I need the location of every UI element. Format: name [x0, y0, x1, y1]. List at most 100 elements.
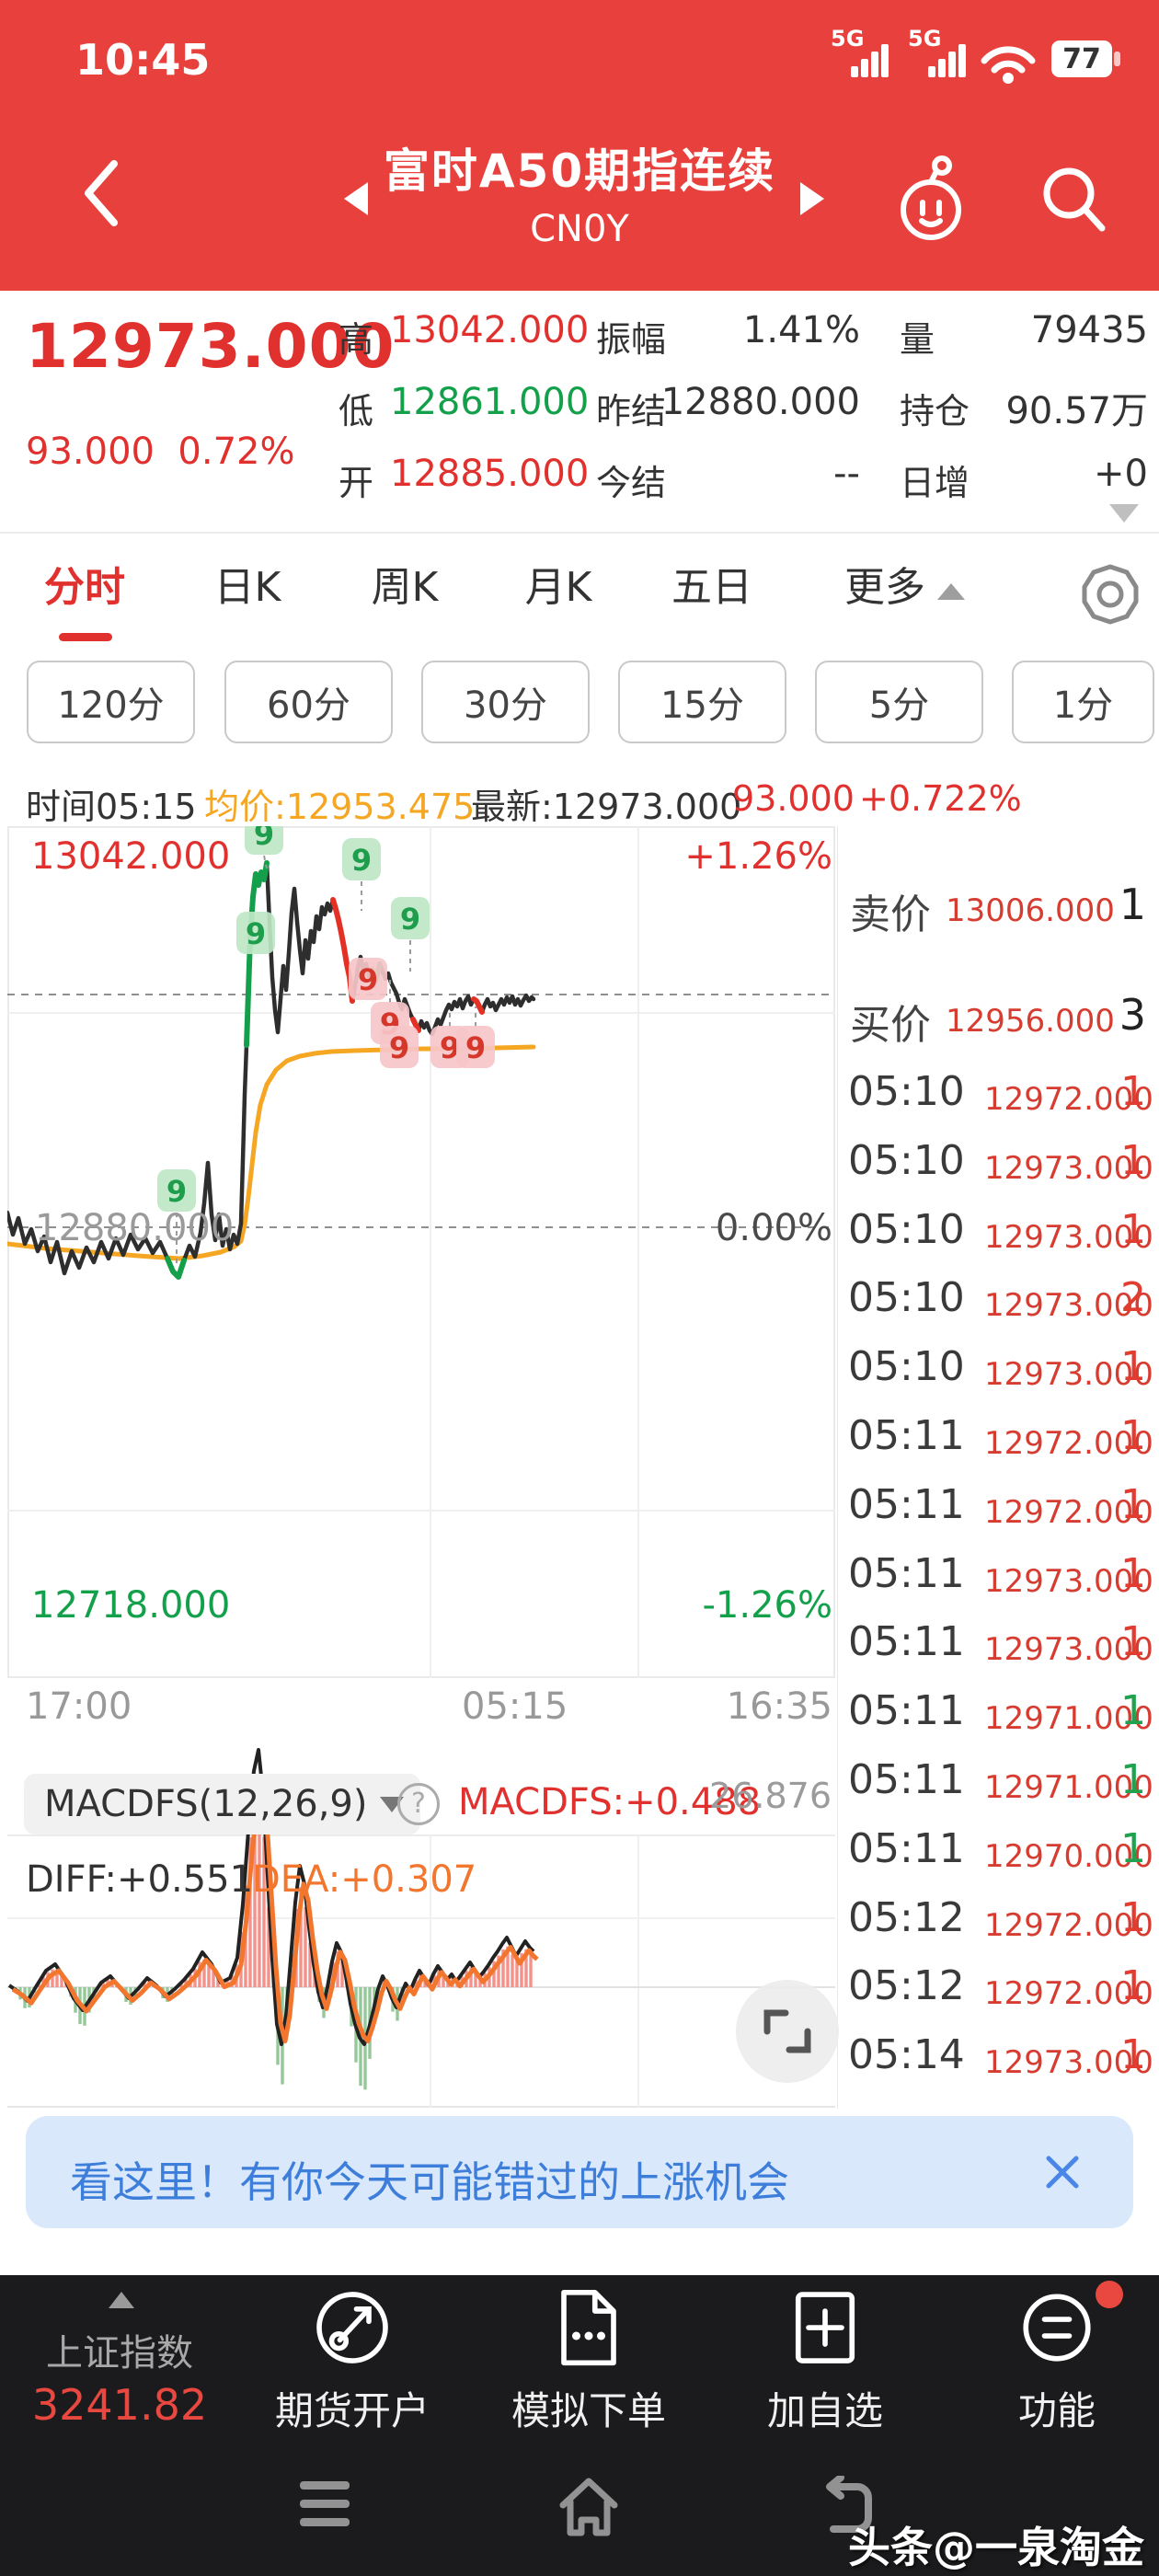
open-value: 12885.000: [390, 453, 590, 495]
chart-high-label: 13042.000: [31, 835, 231, 878]
document-icon: [561, 2289, 616, 2366]
status-icons: 5G 5G 77: [831, 26, 1120, 84]
home-button[interactable]: [552, 2474, 625, 2544]
settle-label: 今结: [596, 463, 667, 503]
chart-mid-pct: 0.00%: [715, 1207, 832, 1249]
daily-inc-label: 日增: [900, 463, 970, 503]
bid-row: 买价 12956.000 3: [837, 983, 1159, 1051]
battery-icon: 77: [1051, 40, 1120, 77]
quote-section: 12973.000 93.000 0.72% 高 13042.000 低 128…: [0, 291, 1159, 534]
prev-settle-value: 12880.000: [660, 381, 860, 423]
low-label: 低: [339, 391, 374, 431]
period-button-1分[interactable]: 1分: [1012, 661, 1154, 743]
ask-label: 卖价: [850, 891, 931, 938]
signal-5g-icon: 5G: [831, 26, 864, 52]
signal2-5g-icon: 5G: [908, 26, 941, 52]
period-button-30分[interactable]: 30分: [421, 661, 590, 743]
order-panel: 卖价 13006.000 1 买价 12956.000 3 05:10 12972…: [837, 826, 1159, 2114]
tab-月K[interactable]: 月K: [524, 564, 592, 611]
back-nav-button[interactable]: [809, 2476, 883, 2542]
period-button-60分[interactable]: 60分: [224, 661, 393, 743]
notification-dot: [1096, 2281, 1123, 2308]
add-box-icon: [795, 2292, 855, 2363]
panel-divider: [837, 826, 838, 2109]
period-button-120分[interactable]: 120分: [27, 661, 195, 743]
svg-text:9: 9: [254, 826, 274, 852]
robot-service-icon[interactable]: [894, 155, 968, 243]
oi-value: 90.57万: [1005, 390, 1148, 432]
fullscreen-corners-icon: [763, 2009, 811, 2053]
index-up-icon: [109, 2292, 134, 2308]
high-label: 高: [339, 319, 374, 360]
svg-text:9: 9: [351, 843, 372, 878]
promo-text: 看这里！有你今天可能错过的上涨机会: [70, 2157, 789, 2207]
tick-row: 05:11 12971.000 1: [848, 1687, 1153, 1738]
index-value: 3241.82: [31, 2380, 208, 2430]
tick-row: 05:10 12973.000 1: [848, 1343, 1153, 1394]
tick-row: 05:12 12972.000 1: [848, 1893, 1153, 1944]
expand-quote-icon[interactable]: [1109, 504, 1139, 523]
ask-row: 卖价 13006.000 1: [837, 872, 1159, 940]
divider: [0, 532, 1159, 534]
fullscreen-button[interactable]: [736, 1980, 839, 2083]
period-button-15分[interactable]: 15分: [618, 661, 786, 743]
open-label: 开: [339, 463, 374, 503]
tick-row: 05:11 12973.000 1: [848, 1618, 1153, 1669]
tab-五日[interactable]: 五日: [671, 564, 752, 611]
prev-contract-icon[interactable]: [342, 180, 370, 217]
svg-text:9: 9: [246, 916, 266, 951]
last-price: 12973.000: [26, 311, 396, 382]
info-last: 最新:12973.000: [471, 787, 742, 827]
tick-row: 05:11 12971.000 1: [848, 1756, 1153, 1806]
back-icon[interactable]: [81, 158, 121, 228]
x-axis-end: 16:35: [726, 1685, 832, 1728]
watermark: 头条@一泉淘金: [848, 2523, 1144, 2572]
chart-low-pct: -1.26%: [702, 1584, 832, 1627]
macd-chart[interactable]: [7, 1739, 835, 2111]
svg-text:9: 9: [465, 1030, 486, 1065]
next-contract-icon[interactable]: [798, 180, 826, 217]
header: 10:45 5G 5G 77: [0, 0, 1159, 291]
more-arrow-icon: [937, 583, 965, 600]
svg-text:77: 77: [1062, 43, 1101, 75]
recents-button[interactable]: [300, 2481, 350, 2527]
chart-mid-label: 12880.000: [35, 1207, 235, 1249]
amplitude-value: 1.41%: [742, 309, 860, 351]
tick-row: 05:10 12973.000 1: [848, 1205, 1153, 1256]
volume-label: 量: [900, 319, 935, 360]
macd-value: MACDFS:+0.488: [458, 1781, 762, 1823]
macd-dea-value: DEA:+0.307: [252, 1858, 477, 1901]
low-value: 12861.000: [390, 381, 590, 423]
svg-text:9: 9: [400, 902, 420, 937]
tab-分时[interactable]: 分时: [44, 564, 125, 611]
search-icon[interactable]: [1038, 162, 1111, 239]
help-icon[interactable]: ?: [397, 1783, 440, 1825]
volume-value: 79435: [1030, 309, 1148, 351]
x-axis-start: 17:00: [26, 1685, 132, 1728]
chart-high-pct: +1.26%: [684, 835, 832, 878]
tab-周K[interactable]: 周K: [371, 564, 439, 611]
nav-item-模拟下单[interactable]: 模拟下单: [497, 2275, 681, 2441]
info-time: 时间05:15: [26, 787, 197, 827]
chart-low-label: 12718.000: [31, 1584, 231, 1627]
nav-item-期货开户[interactable]: 期货开户: [260, 2275, 444, 2441]
info-change: 93.000: [732, 778, 855, 819]
period-button-5分[interactable]: 5分: [815, 661, 983, 743]
tick-row: 05:11 12973.000 1: [848, 1549, 1153, 1600]
tab-日K[interactable]: 日K: [213, 564, 281, 611]
svg-text:9: 9: [358, 962, 378, 997]
macd-indicator-selector[interactable]: MACDFS(12,26,9): [24, 1774, 421, 1834]
nav-item-功能[interactable]: 功能: [965, 2275, 1149, 2441]
settings-gear-icon[interactable]: [1079, 563, 1142, 626]
nav-item-加自选[interactable]: 加自选: [733, 2275, 917, 2441]
tab-更多[interactable]: 更多: [844, 564, 925, 611]
ask-price: 13006.000: [946, 892, 1115, 929]
close-icon[interactable]: [1043, 2153, 1082, 2191]
promo-banner[interactable]: 看这里！有你今天可能错过的上涨机会: [26, 2116, 1133, 2228]
bid-price: 12956.000: [946, 1003, 1115, 1040]
contract-code: CN0Y: [530, 208, 629, 250]
index-name: 上证指数: [46, 2332, 193, 2375]
info-pct: +0.722%: [859, 778, 1022, 819]
